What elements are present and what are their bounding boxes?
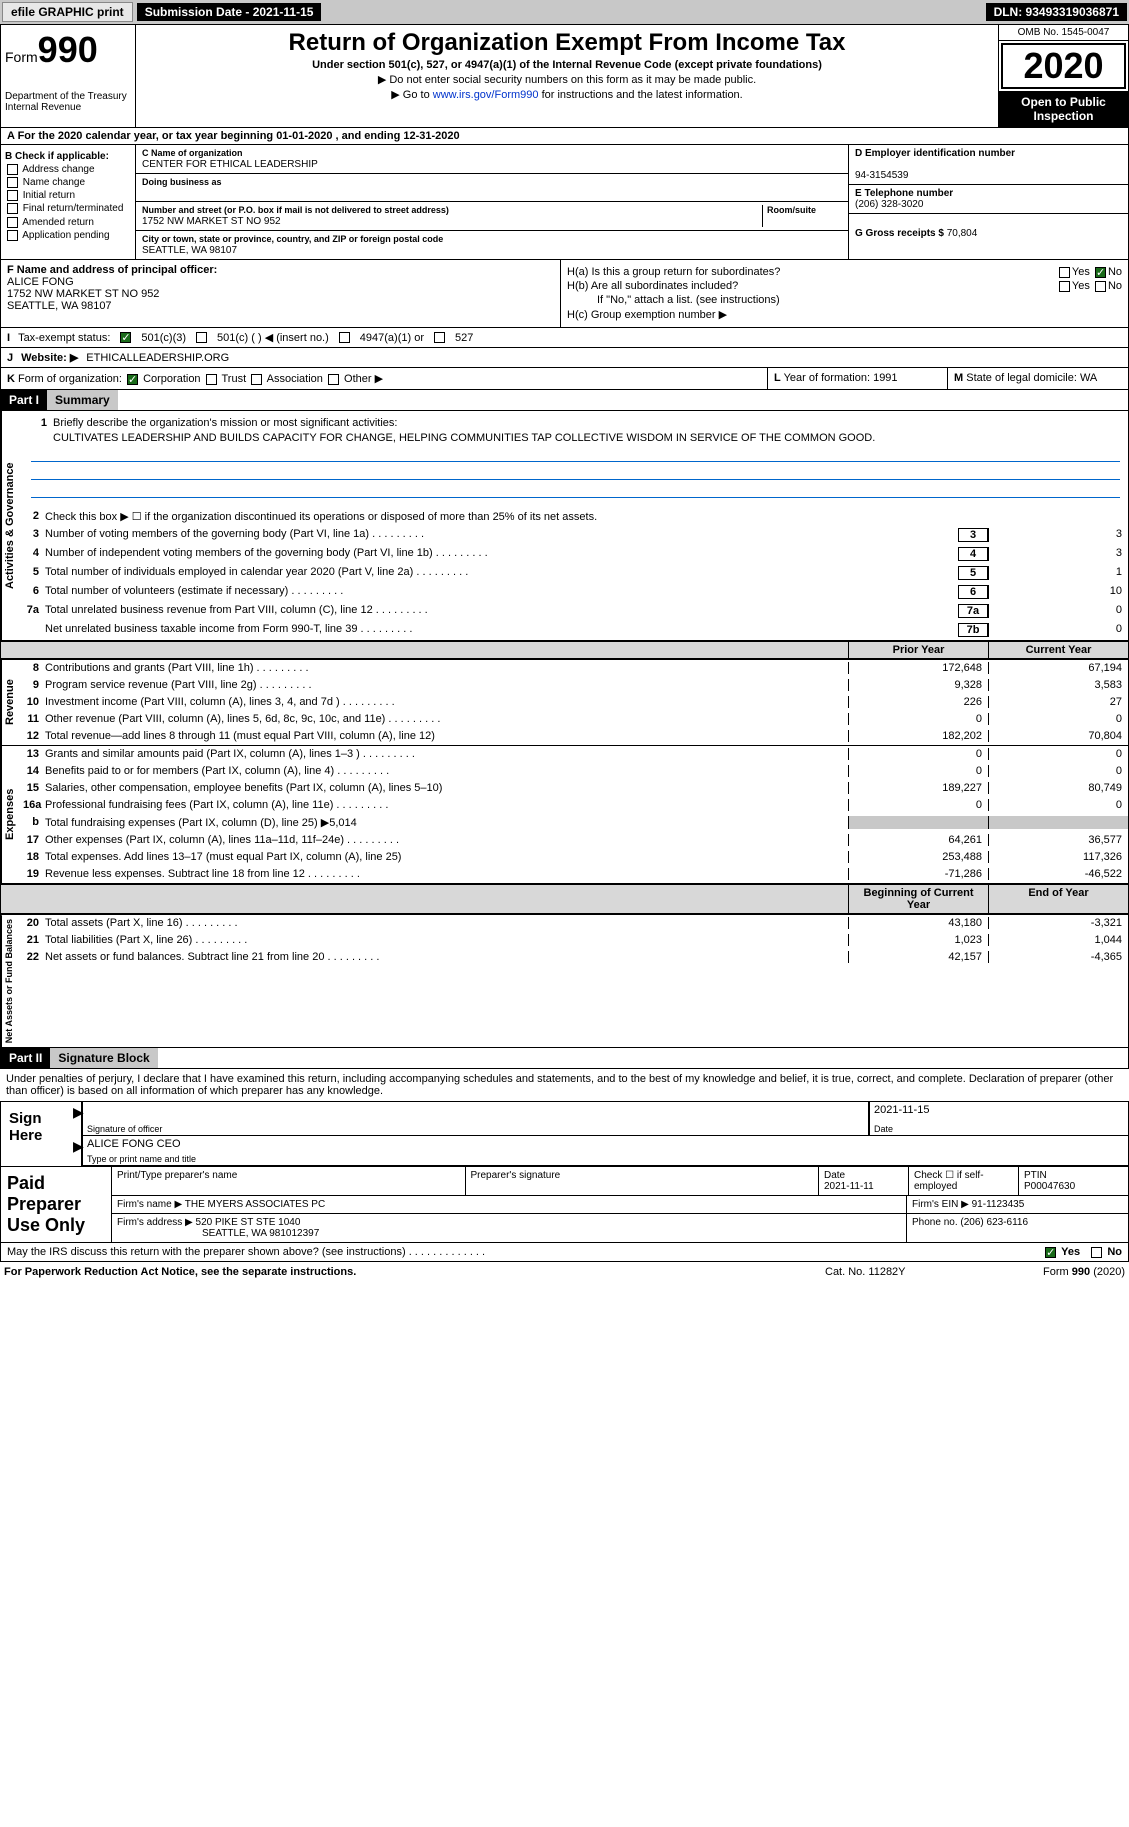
firm-phone: (206) 623-6116 [960, 1217, 1028, 1228]
section-b-through-g: B Check if applicable: Address change Na… [0, 145, 1129, 260]
org-city: SEATTLE, WA 98107 [142, 245, 237, 256]
open-inspection: Open to Public Inspection [999, 91, 1128, 127]
perjury-declaration: Under penalties of perjury, I declare th… [0, 1069, 1129, 1101]
cb-name-change[interactable] [7, 177, 18, 188]
irs-discuss: May the IRS discuss this return with the… [0, 1243, 1129, 1262]
footer: For Paperwork Reduction Act Notice, see … [0, 1262, 1129, 1282]
cb-assoc[interactable] [251, 374, 262, 385]
mission-text: CULTIVATES LEADERSHIP AND BUILDS CAPACIT… [31, 432, 1120, 444]
form-title: Return of Organization Exempt From Incom… [140, 29, 994, 57]
org-name: CENTER FOR ETHICAL LEADERSHIP [142, 159, 318, 170]
cb-other[interactable] [328, 374, 339, 385]
cb-ha-yes[interactable] [1059, 267, 1070, 278]
cb-discuss-yes[interactable] [1045, 1247, 1056, 1258]
phone: (206) 328-3020 [855, 199, 923, 210]
beg-end-header: Beginning of Current YearEnd of Year [0, 884, 1129, 915]
paid-preparer-block: Paid Preparer Use Only Print/Type prepar… [0, 1167, 1129, 1243]
row-a-tax-year: A For the 2020 calendar year, or tax yea… [0, 128, 1129, 145]
form-number: 990 [38, 29, 98, 70]
cb-app-pending[interactable] [7, 230, 18, 241]
tax-year: 2020 [1001, 43, 1126, 89]
part-1-header: Part ISummary [0, 390, 1129, 411]
firm-ein: 91-1123435 [972, 1199, 1025, 1210]
summary-governance: Activities & Governance 1Briefly describ… [0, 411, 1129, 641]
sig-date: 2021-11-15 [874, 1104, 929, 1116]
summary-expenses: Expenses 13Grants and similar amounts pa… [0, 746, 1129, 884]
summary-net-assets: Net Assets or Fund Balances 20Total asse… [0, 915, 1129, 1048]
cb-hb-no[interactable] [1095, 281, 1106, 292]
gross-receipts: 70,804 [947, 228, 978, 239]
row-j: J Website: ▶ ETHICALLEADERSHIP.ORG [0, 348, 1129, 368]
submission-date: Submission Date - 2021-11-15 [137, 3, 322, 21]
org-address: 1752 NW MARKET ST NO 952 [142, 216, 281, 227]
cb-trust[interactable] [206, 374, 217, 385]
cb-527[interactable] [434, 332, 445, 343]
cb-final-return[interactable] [7, 203, 18, 214]
prior-current-header: Prior YearCurrent Year [0, 641, 1129, 660]
section-b-checkboxes: B Check if applicable: Address change Na… [1, 145, 136, 259]
subtitle-2: ▶ Do not enter social security numbers o… [140, 73, 994, 86]
officer-name-title: ALICE FONG CEO [87, 1138, 181, 1150]
website: ETHICALLEADERSHIP.ORG [86, 352, 229, 364]
cb-hb-yes[interactable] [1059, 281, 1070, 292]
dept-treasury: Department of the Treasury Internal Reve… [5, 91, 131, 113]
cb-amended[interactable] [7, 217, 18, 228]
cb-discuss-no[interactable] [1091, 1247, 1102, 1258]
cb-501c3[interactable] [120, 332, 131, 343]
cb-address-change[interactable] [7, 164, 18, 175]
cb-corp[interactable] [127, 374, 138, 385]
efile-print-button[interactable]: efile GRAPHIC print [2, 2, 133, 22]
cb-501c[interactable] [196, 332, 207, 343]
ein: 94-3154539 [855, 170, 908, 181]
dln: DLN: 93493319036871 [986, 3, 1127, 21]
row-k-l-m: K Form of organization: Corporation Trus… [0, 368, 1129, 390]
ptin: P00047630 [1024, 1181, 1075, 1192]
cb-4947[interactable] [339, 332, 350, 343]
section-f-h: F Name and address of principal officer:… [0, 260, 1129, 328]
form-label: Form [5, 49, 38, 65]
irs-link[interactable]: www.irs.gov/Form990 [433, 89, 539, 101]
form-header: Form990 Department of the Treasury Inter… [0, 24, 1129, 128]
omb-number: OMB No. 1545-0047 [999, 25, 1128, 41]
subtitle-3: ▶ Go to www.irs.gov/Form990 for instruct… [140, 88, 994, 101]
subtitle-1: Under section 501(c), 527, or 4947(a)(1)… [140, 59, 994, 71]
officer-name: ALICE FONG [7, 276, 74, 288]
sign-here-block: Sign Here Signature of officer 2021-11-1… [0, 1101, 1129, 1167]
firm-name: THE MYERS ASSOCIATES PC [185, 1199, 325, 1210]
cb-ha-no[interactable] [1095, 267, 1106, 278]
top-bar: efile GRAPHIC print Submission Date - 20… [0, 0, 1129, 24]
row-i: I Tax-exempt status: 501(c)(3) 501(c) ( … [0, 328, 1129, 348]
summary-revenue: Revenue 8Contributions and grants (Part … [0, 660, 1129, 746]
part-2-header: Part IISignature Block [0, 1048, 1129, 1069]
cb-initial-return[interactable] [7, 190, 18, 201]
